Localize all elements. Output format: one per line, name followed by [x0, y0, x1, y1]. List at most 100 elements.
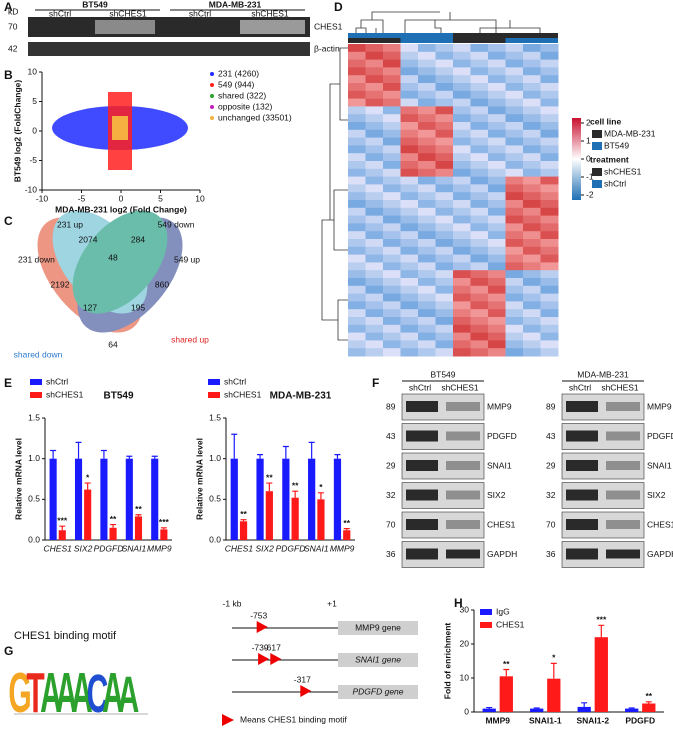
heatmap-cell	[348, 301, 366, 310]
heatmap-cell	[348, 122, 366, 131]
legend-label: shCHES1	[604, 166, 642, 176]
heatmap-cell	[400, 83, 419, 92]
bar	[239, 521, 248, 540]
heatmap-cell	[470, 67, 489, 76]
size-label: 42	[8, 43, 18, 53]
heatmap-cell	[540, 309, 559, 318]
heatmap-cell	[470, 51, 489, 61]
blot-band	[446, 431, 480, 441]
heatmap-cell	[488, 137, 506, 146]
y-tick-label: 10	[460, 672, 470, 682]
legend-label: Means CHES1 binding motif	[240, 714, 347, 724]
size-label: 36	[386, 549, 396, 559]
legend-swatch	[592, 142, 602, 150]
protein-label: PDGFD	[647, 431, 673, 441]
heatmap-cell	[400, 98, 419, 107]
heatmap-cell	[470, 44, 489, 53]
heatmap-cell	[540, 207, 559, 217]
heatmap-cell	[523, 262, 541, 271]
site-label: -753	[250, 610, 267, 620]
heatmap-cell	[418, 270, 436, 279]
bar	[160, 529, 168, 540]
error-bar	[59, 525, 66, 531]
heatmap-cell	[523, 161, 541, 170]
panel-label: A	[4, 0, 13, 14]
venn-count: 48	[108, 252, 118, 262]
heatmap-cell	[523, 301, 541, 310]
legend-swatch	[480, 609, 492, 615]
blot-band	[606, 431, 640, 441]
heatmap-cell	[488, 215, 506, 224]
heatmap-cell	[435, 192, 454, 201]
heatmap-cell	[418, 137, 436, 146]
heatmap-cell	[488, 207, 506, 217]
x-tick-label: -10	[36, 193, 49, 203]
heatmap-cell	[453, 246, 471, 256]
heatmap-cell	[505, 192, 524, 201]
heatmap-cell	[400, 324, 419, 334]
heatmap-cell	[523, 340, 541, 349]
heatmap-cell	[435, 207, 454, 217]
heatmap-cell	[523, 324, 541, 334]
heatmap-cell	[470, 200, 489, 209]
heatmap-cell	[418, 278, 436, 287]
heatmap-cell	[365, 239, 384, 248]
annotation-bar	[505, 33, 523, 38]
legend-label: IgG	[496, 606, 510, 616]
blot-band	[446, 461, 480, 470]
heatmap-cell	[453, 114, 471, 123]
protein-label: SIX2	[487, 490, 506, 500]
heatmap-cell	[418, 231, 436, 240]
heatmap-cell	[453, 122, 471, 131]
heatmap-cell	[540, 153, 559, 162]
legend-title: cell line	[590, 116, 621, 126]
blot-band	[406, 460, 438, 471]
venn-set-label: 231 down	[18, 254, 55, 264]
heatmap-cell	[453, 59, 471, 68]
annotation-bar	[418, 33, 436, 38]
heatmap-cell	[488, 200, 506, 209]
heatmap-cell	[435, 317, 454, 326]
size-label: 70	[8, 21, 18, 31]
heatmap-cell	[365, 301, 384, 310]
annotation-bar	[488, 33, 506, 38]
legend-swatch	[480, 622, 492, 628]
heatmap-cell	[435, 215, 454, 224]
binding-site	[300, 685, 312, 697]
annotation-bar	[488, 38, 506, 43]
heatmap-cell	[488, 192, 506, 201]
heatmap-cell	[435, 309, 454, 318]
legend-label: CHES1	[496, 619, 525, 629]
heatmap-cell	[523, 90, 541, 100]
venn-diagram	[37, 210, 183, 333]
annotation-bar	[470, 33, 488, 38]
heatmap-cell	[505, 215, 524, 224]
heatmap-cell	[540, 106, 559, 115]
heatmap-cell	[435, 161, 454, 170]
heatmap-cell	[523, 231, 541, 240]
site-label: -317	[294, 674, 311, 684]
binding-site	[258, 653, 270, 665]
site-label: -739	[252, 642, 269, 652]
colorbar-tick-label: 0	[586, 153, 591, 163]
heatmap-cell	[383, 106, 401, 115]
blot-band	[606, 461, 640, 470]
annotation-bar	[348, 38, 366, 43]
heatmap-cell	[348, 231, 366, 240]
promoter-tss: +1	[327, 598, 337, 608]
size-label: 89	[386, 401, 396, 411]
legend-swatch	[30, 392, 42, 398]
heatmap-cell	[523, 254, 541, 263]
legend-marker	[210, 94, 214, 98]
heatmap-cell	[348, 324, 366, 334]
heatmap-cell	[435, 200, 454, 209]
annotation-bar	[435, 38, 453, 43]
heatmap-cell	[400, 317, 419, 326]
heatmap-cell	[400, 176, 419, 185]
venn-count: 284	[131, 234, 145, 244]
heatmap-cell	[348, 200, 366, 209]
annotation-bar	[383, 38, 401, 43]
significance: ***	[159, 517, 170, 527]
heatmap-cell	[365, 254, 384, 263]
cell-line-label: BT549	[82, 0, 108, 9]
